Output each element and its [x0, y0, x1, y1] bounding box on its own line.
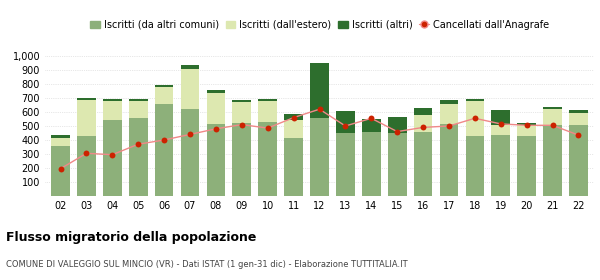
Bar: [155, 87, 173, 104]
Bar: [336, 133, 355, 196]
Bar: [206, 93, 225, 124]
Bar: [284, 120, 303, 138]
Text: COMUNE DI VALEGGIO SUL MINCIO (VR) - Dati ISTAT (1 gen-31 dic) - Elaborazione TU: COMUNE DI VALEGGIO SUL MINCIO (VR) - Dat…: [6, 260, 407, 269]
Bar: [51, 135, 70, 138]
Bar: [310, 63, 329, 118]
Bar: [310, 118, 329, 196]
Bar: [51, 138, 70, 146]
Bar: [336, 111, 355, 133]
Bar: [103, 102, 122, 120]
Bar: [543, 107, 562, 109]
Bar: [129, 118, 148, 196]
Point: [522, 123, 532, 128]
Bar: [491, 110, 510, 125]
Bar: [569, 125, 588, 196]
Bar: [284, 114, 303, 120]
Text: Flusso migratorio della popolazione: Flusso migratorio della popolazione: [6, 231, 256, 244]
Bar: [414, 115, 433, 132]
Bar: [466, 136, 484, 196]
Bar: [517, 123, 536, 125]
Point: [574, 133, 583, 137]
Bar: [569, 110, 588, 113]
Point: [548, 123, 557, 128]
Legend: Iscritti (da altri comuni), Iscritti (dall'estero), Iscritti (altri), Cancellati: Iscritti (da altri comuni), Iscritti (da…: [86, 16, 553, 34]
Bar: [362, 119, 380, 132]
Bar: [466, 99, 484, 101]
Bar: [181, 65, 199, 69]
Bar: [543, 109, 562, 125]
Point: [392, 129, 402, 134]
Bar: [284, 138, 303, 196]
Point: [496, 122, 506, 126]
Point: [160, 138, 169, 142]
Bar: [414, 108, 433, 115]
Bar: [51, 146, 70, 196]
Bar: [181, 69, 199, 109]
Bar: [232, 102, 251, 123]
Point: [237, 122, 247, 127]
Point: [315, 107, 325, 111]
Bar: [517, 125, 536, 136]
Point: [367, 116, 376, 120]
Bar: [388, 133, 407, 196]
Bar: [362, 132, 380, 196]
Point: [133, 142, 143, 146]
Bar: [414, 132, 433, 196]
Point: [341, 124, 350, 128]
Point: [185, 132, 195, 137]
Point: [470, 116, 479, 120]
Bar: [569, 113, 588, 125]
Bar: [466, 101, 484, 136]
Bar: [517, 136, 536, 196]
Point: [107, 152, 117, 157]
Bar: [491, 125, 510, 135]
Bar: [388, 117, 407, 133]
Bar: [103, 99, 122, 101]
Bar: [129, 99, 148, 101]
Bar: [206, 124, 225, 196]
Bar: [181, 109, 199, 196]
Point: [444, 124, 454, 128]
Bar: [206, 90, 225, 93]
Bar: [129, 101, 148, 118]
Bar: [103, 120, 122, 196]
Point: [56, 166, 65, 171]
Point: [418, 125, 428, 130]
Bar: [155, 104, 173, 196]
Point: [289, 115, 298, 120]
Bar: [543, 125, 562, 196]
Bar: [77, 136, 96, 196]
Bar: [259, 101, 277, 122]
Bar: [491, 135, 510, 196]
Point: [263, 126, 272, 130]
Bar: [440, 100, 458, 104]
Bar: [232, 100, 251, 102]
Bar: [232, 123, 251, 196]
Bar: [77, 100, 96, 136]
Bar: [440, 124, 458, 196]
Bar: [259, 99, 277, 101]
Bar: [440, 104, 458, 124]
Bar: [259, 122, 277, 196]
Point: [82, 151, 91, 155]
Point: [211, 127, 221, 131]
Bar: [77, 98, 96, 100]
Bar: [155, 85, 173, 87]
